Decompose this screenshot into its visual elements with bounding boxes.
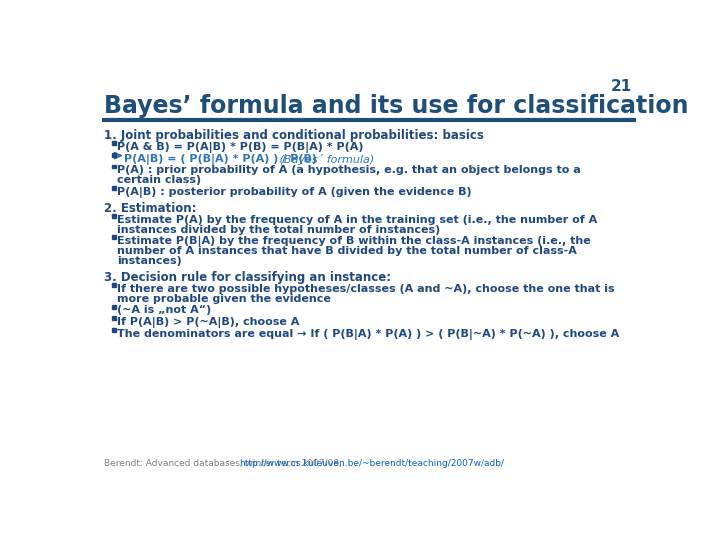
Text: (~A is „not A“): (~A is „not A“) xyxy=(117,306,212,315)
Text: (Bayes´ formula): (Bayes´ formula) xyxy=(269,154,374,165)
Text: 1. Joint probabilities and conditional probabilities: basics: 1. Joint probabilities and conditional p… xyxy=(104,130,484,143)
Bar xyxy=(112,214,116,218)
Bar xyxy=(112,235,116,239)
Text: P(A & B) = P(A|B) * P(B) = P(B|A) * P(A): P(A & B) = P(A|B) * P(B) = P(B|A) * P(A) xyxy=(117,142,364,153)
Text: Estimate P(B|A) by the frequency of B within the class-A instances (i.e., the: Estimate P(B|A) by the frequency of B wi… xyxy=(117,236,591,247)
Bar xyxy=(112,305,116,308)
Text: instances divided by the total number of instances): instances divided by the total number of… xyxy=(117,225,441,234)
Text: 21: 21 xyxy=(611,79,632,93)
Text: instances): instances) xyxy=(117,256,182,266)
Text: number of A instances that have B divided by the total number of class-A: number of A instances that have B divide… xyxy=(117,246,577,256)
Text: The denominators are equal → If ( P(B|A) * P(A) ) > ( P(B|~A) * P(~A) ), choose : The denominators are equal → If ( P(B|A)… xyxy=(117,328,619,340)
Text: 3. Decision rule for classifying an instance:: 3. Decision rule for classifying an inst… xyxy=(104,271,391,284)
Text: If there are two possible hypotheses/classes (A and ~A), choose the one that is: If there are two possible hypotheses/cla… xyxy=(117,284,615,294)
Text: Bayes’ formula and its use for classification: Bayes’ formula and its use for classific… xyxy=(104,94,688,118)
Bar xyxy=(112,165,116,168)
Bar xyxy=(112,283,116,287)
Text: P(A|B) = ( P(B|A) * P(A) ) / P(B): P(A|B) = ( P(B|A) * P(A) ) / P(B) xyxy=(124,154,317,165)
Bar xyxy=(112,186,116,190)
Text: http://www.cs.kuleuven.be/~berendt/teaching/2007w/adb/: http://www.cs.kuleuven.be/~berendt/teach… xyxy=(240,460,505,468)
Text: Estimate P(A) by the frequency of A in the training set (i.e., the number of A: Estimate P(A) by the frequency of A in t… xyxy=(117,214,598,225)
Text: more probable given the evidence: more probable given the evidence xyxy=(117,294,331,304)
Text: 2. Estimation:: 2. Estimation: xyxy=(104,202,197,215)
Text: P(A) : prior probability of A (a hypothesis, e.g. that an object belongs to a: P(A) : prior probability of A (a hypothe… xyxy=(117,165,581,176)
Bar xyxy=(112,316,116,320)
Text: P(A|B) : posterior probability of A (given the evidence B): P(A|B) : posterior probability of A (giv… xyxy=(117,187,472,198)
Bar xyxy=(112,328,116,332)
Bar xyxy=(112,141,116,145)
Text: If P(A|B) > P(~A|B), choose A: If P(A|B) > P(~A|B), choose A xyxy=(117,317,300,328)
Bar xyxy=(112,153,116,157)
Text: Berendt: Advanced databases, winter term 2007/08,: Berendt: Advanced databases, winter term… xyxy=(104,460,345,468)
Text: certain class): certain class) xyxy=(117,176,202,185)
